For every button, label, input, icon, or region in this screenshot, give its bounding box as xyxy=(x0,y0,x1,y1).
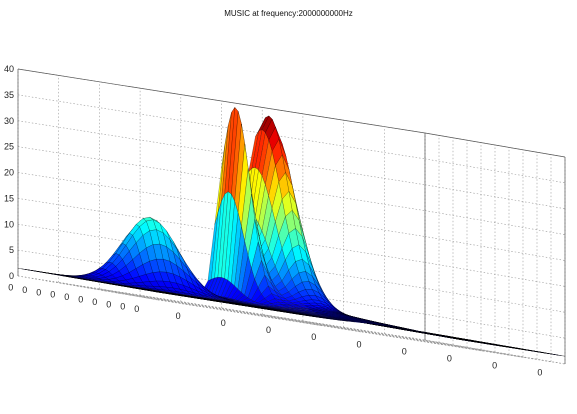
y-tick-label: 0 xyxy=(50,290,55,300)
gridline-u-floor xyxy=(143,297,552,362)
y-tick-label: 0 xyxy=(106,299,111,309)
surface-facet xyxy=(154,291,165,294)
gridline-z-back xyxy=(17,223,426,289)
gridline-z-side xyxy=(424,287,566,313)
x-tick-label: 0 xyxy=(356,339,361,349)
gridline-z-back xyxy=(17,146,426,211)
gridline-z-side xyxy=(424,158,566,184)
x-tick-label: 0 xyxy=(492,361,497,371)
axis-box-edge xyxy=(424,132,566,158)
axes-grid xyxy=(17,68,566,365)
x-tick-label: 0 xyxy=(402,346,407,356)
surface-mesh xyxy=(17,107,566,357)
z-tick-label: 15 xyxy=(4,193,14,203)
gridline-z-back xyxy=(17,198,426,263)
axis-box-edge xyxy=(17,68,426,134)
gridline-z-back xyxy=(17,94,426,160)
z-tick-label: 10 xyxy=(4,219,14,229)
z-tick-label: 35 xyxy=(4,90,14,100)
x-tick-label: 0 xyxy=(266,325,271,335)
y-tick-label: 0 xyxy=(36,287,41,297)
x-tick-label: 0 xyxy=(176,311,181,321)
gridline-u-floor xyxy=(157,299,566,365)
gridline-z-back xyxy=(17,172,426,237)
gridline-z-back xyxy=(17,120,426,186)
gridline-v-floor xyxy=(221,307,362,333)
gridline-z-back xyxy=(17,249,426,315)
y-tick-label: 0 xyxy=(22,285,27,295)
x-tick-label: 0 xyxy=(537,368,542,378)
chart-title: MUSIC at frequency:2000000000Hz xyxy=(224,9,353,18)
x-tick-label: 0 xyxy=(447,354,452,364)
z-tick-label: 25 xyxy=(4,142,14,152)
z-tick-label: 30 xyxy=(4,116,14,126)
z-tick-label: 20 xyxy=(4,168,14,178)
gridline-v-floor xyxy=(58,282,199,307)
gridline-v-floor xyxy=(262,314,403,339)
y-tick-label: 0 xyxy=(120,302,125,312)
y-tick-label: 0 xyxy=(134,304,139,314)
z-tick-label: 5 xyxy=(9,245,14,255)
z-tick-label: 40 xyxy=(4,64,14,74)
gridline-z-side xyxy=(424,236,566,261)
y-tick-label: 0 xyxy=(8,282,13,292)
gridline-v-floor xyxy=(99,288,240,314)
x-tick-label: 0 xyxy=(311,332,316,342)
y-tick-label: 0 xyxy=(92,297,97,307)
y-tick-label: 0 xyxy=(64,292,69,302)
z-tick-label: 0 xyxy=(9,271,14,281)
x-tick-label: 0 xyxy=(221,318,226,328)
y-tick-label: 0 xyxy=(78,294,83,304)
gridline-z-side xyxy=(424,210,566,235)
